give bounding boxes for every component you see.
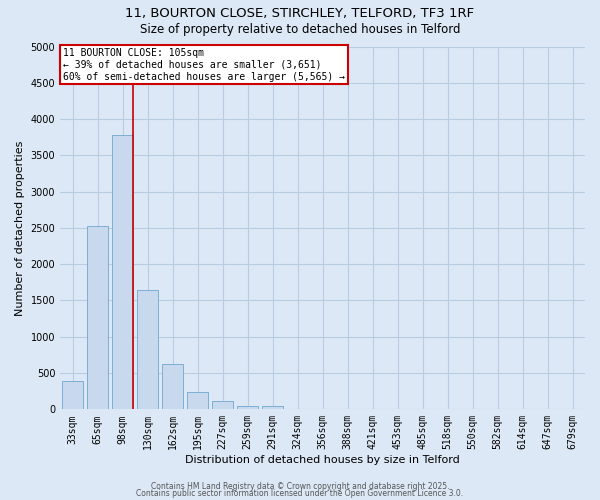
Bar [112,135,133,409]
Text: Contains HM Land Registry data © Crown copyright and database right 2025.: Contains HM Land Registry data © Crown c… [151,482,449,491]
Bar [187,392,208,409]
Bar [87,226,108,410]
Y-axis label: Number of detached properties: Number of detached properties [15,140,25,316]
Bar [262,406,283,409]
Bar [212,402,233,409]
Text: 11, BOURTON CLOSE, STIRCHLEY, TELFORD, TF3 1RF: 11, BOURTON CLOSE, STIRCHLEY, TELFORD, T… [125,8,475,20]
Bar [62,381,83,410]
Bar [162,364,183,410]
Text: Size of property relative to detached houses in Telford: Size of property relative to detached ho… [140,22,460,36]
Bar [237,406,258,409]
Bar [137,290,158,410]
Text: 11 BOURTON CLOSE: 105sqm
← 39% of detached houses are smaller (3,651)
60% of sem: 11 BOURTON CLOSE: 105sqm ← 39% of detach… [63,48,345,82]
X-axis label: Distribution of detached houses by size in Telford: Distribution of detached houses by size … [185,455,460,465]
Text: Contains public sector information licensed under the Open Government Licence 3.: Contains public sector information licen… [136,489,464,498]
